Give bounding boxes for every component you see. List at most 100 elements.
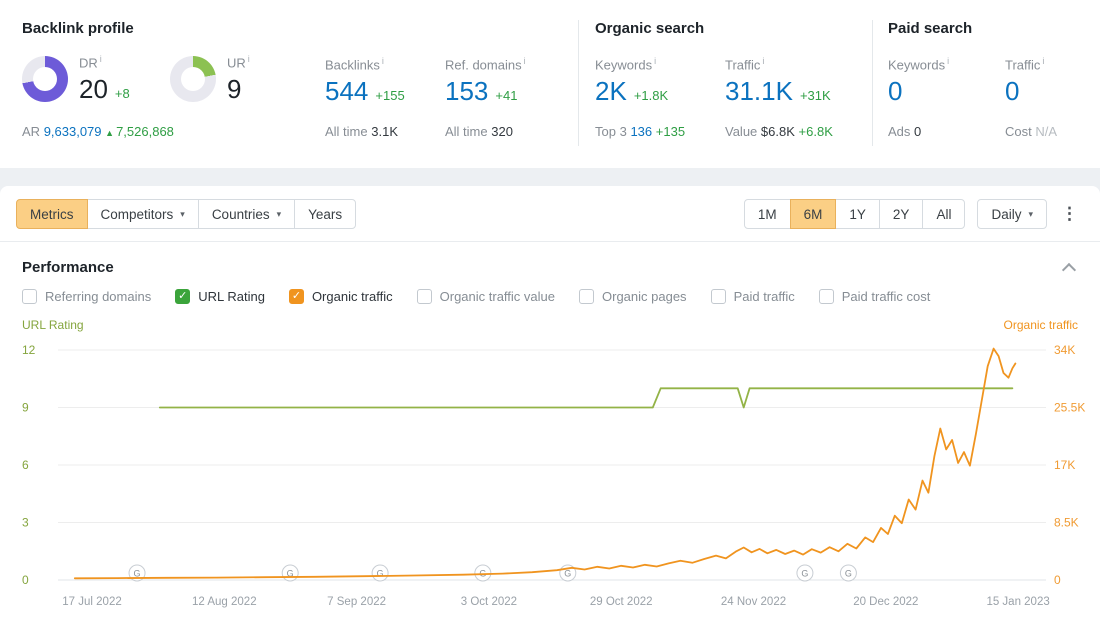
granularity-dropdown[interactable]: Daily ▾ bbox=[977, 199, 1047, 229]
left-axis-tick: 0 bbox=[22, 573, 29, 587]
ar-value[interactable]: 9,633,079 bbox=[43, 124, 102, 139]
right-axis-tick: 8.5K bbox=[1054, 516, 1079, 530]
info-icon[interactable]: i bbox=[1042, 56, 1045, 66]
info-icon[interactable]: i bbox=[523, 56, 526, 66]
x-axis-label: 24 Nov 2022 bbox=[721, 596, 786, 608]
ar-delta: 7,526,868 bbox=[116, 124, 174, 139]
chevron-down-icon: ▾ bbox=[1028, 208, 1033, 219]
organic-traffic-value[interactable]: 31.1K bbox=[725, 76, 793, 107]
ref-domains-alltime-row: All time 320 bbox=[445, 124, 513, 139]
paid-traffic-value[interactable]: 0 bbox=[1005, 76, 1020, 107]
google-update-marker[interactable] bbox=[839, 564, 857, 582]
organic-traffic-metric: Traffic i 31.1K +31K bbox=[725, 56, 831, 105]
left-axis-tick: 9 bbox=[22, 401, 29, 415]
paid-keywords-label: Keywords i bbox=[888, 56, 950, 73]
google-update-label: G bbox=[287, 569, 294, 579]
x-axis-label: 3 Oct 2022 bbox=[461, 596, 517, 608]
organic-search-title: Organic search bbox=[595, 20, 705, 37]
legend-label: Organic traffic bbox=[311, 289, 393, 304]
checkbox-icon[interactable]: ✓ bbox=[175, 289, 191, 304]
tab-countries[interactable]: Countries ▾ bbox=[197, 199, 296, 229]
ahrefs-rank-row: AR 9,633,079 ▲ 7,526,868 bbox=[22, 124, 174, 139]
checkbox-icon[interactable] bbox=[818, 289, 834, 304]
legend-label: Paid traffic cost bbox=[841, 289, 931, 304]
right-axis-tick: 17K bbox=[1054, 458, 1075, 472]
google-update-marker[interactable] bbox=[371, 564, 389, 582]
ref-domains-metric: Ref. domains i 153 +41 bbox=[445, 56, 526, 105]
legend-organic-traffic-value[interactable]: Organic traffic value bbox=[416, 289, 555, 304]
paid-traffic-label: Traffic i bbox=[1005, 56, 1045, 73]
tab-years[interactable]: Years bbox=[294, 199, 357, 229]
organic-traffic-label: Traffic i bbox=[725, 56, 765, 73]
google-update-marker[interactable] bbox=[474, 564, 492, 582]
info-icon[interactable]: i bbox=[247, 54, 250, 64]
tab-metrics[interactable]: Metrics bbox=[16, 199, 88, 229]
info-icon[interactable]: i bbox=[762, 56, 765, 66]
performance-chart[interactable]: 0 0 3 8.5K 6 17K 9 25.5K 12 34K 17 Jul 2022 12 Aug … bbox=[0, 332, 1100, 632]
backlinks-label: Backlinks i bbox=[325, 56, 384, 73]
series-url-rating bbox=[158, 387, 1014, 409]
series-organic-traffic bbox=[73, 347, 1017, 580]
chevron-down-icon: ▾ bbox=[180, 208, 185, 219]
google-update-marker[interactable] bbox=[128, 564, 146, 582]
x-axis-label: 15 Jan 2023 bbox=[986, 596, 1049, 608]
section-divider bbox=[872, 20, 873, 146]
overview-panel: Metrics Competitors ▾ Countries ▾ Years 1M… bbox=[0, 186, 1100, 644]
google-update-label: G bbox=[377, 569, 384, 579]
checkbox-icon[interactable] bbox=[710, 289, 726, 304]
legend-organic-pages[interactable]: Organic pages bbox=[579, 289, 687, 304]
url-rating-block: UR i 9 bbox=[170, 54, 250, 103]
cost-row: Cost N/A bbox=[1005, 124, 1058, 139]
legend-url-rating[interactable]: ✓ URL Rating bbox=[175, 289, 265, 304]
checkbox-icon[interactable] bbox=[416, 289, 432, 304]
range-1m[interactable]: 1M bbox=[743, 199, 791, 229]
tab-competitors[interactable]: Competitors ▾ bbox=[86, 199, 199, 229]
x-axis-label: 7 Sep 2022 bbox=[327, 596, 386, 608]
organic-keywords-delta: +1.8K bbox=[633, 88, 669, 104]
more-options-icon[interactable]: ⋮ bbox=[1055, 199, 1084, 229]
organic-keywords-value[interactable]: 2K bbox=[595, 76, 627, 107]
performance-header: Performance bbox=[0, 242, 1100, 285]
left-axis-tick: 6 bbox=[22, 458, 29, 472]
ref-domains-value[interactable]: 153 bbox=[445, 76, 489, 107]
dr-label: DR i bbox=[79, 54, 102, 71]
right-axis-tick: 34K bbox=[1054, 343, 1075, 357]
checkbox-icon[interactable] bbox=[579, 289, 594, 304]
legend-organic-traffic[interactable]: ✓ Organic traffic bbox=[288, 289, 393, 304]
traffic-value-row: Value $6.8K +6.8K bbox=[725, 124, 833, 139]
range-2y[interactable]: 2Y bbox=[878, 199, 924, 229]
paid-traffic-metric: Traffic i 0 bbox=[1005, 56, 1044, 105]
legend-paid-traffic[interactable]: Paid traffic bbox=[710, 289, 795, 304]
right-axis-tick: 25.5K bbox=[1054, 401, 1085, 415]
info-icon[interactable]: i bbox=[947, 56, 950, 66]
checkbox-icon[interactable] bbox=[22, 289, 37, 304]
legend-label: Organic pages bbox=[602, 289, 687, 304]
backlinks-metric: Backlinks i 544 +155 bbox=[325, 56, 405, 105]
info-icon[interactable]: i bbox=[654, 56, 657, 66]
info-icon[interactable]: i bbox=[381, 56, 384, 66]
legend-label: Organic traffic value bbox=[439, 289, 555, 304]
performance-title: Performance bbox=[22, 259, 114, 276]
chevron-down-icon: ▾ bbox=[276, 208, 282, 219]
left-axis-tick: 3 bbox=[22, 516, 29, 530]
checkbox-icon[interactable]: ✓ bbox=[288, 289, 304, 304]
backlink-profile-title: Backlink profile bbox=[22, 20, 134, 37]
range-1y[interactable]: 1Y bbox=[835, 199, 880, 229]
info-icon[interactable]: i bbox=[99, 54, 102, 64]
x-axis-label: 29 Oct 2022 bbox=[590, 596, 653, 608]
google-update-label: G bbox=[564, 569, 571, 579]
paid-keywords-value[interactable]: 0 bbox=[888, 76, 903, 107]
google-update-marker[interactable] bbox=[796, 564, 814, 582]
axis-labels-row: URL Rating Organic traffic bbox=[0, 314, 1100, 332]
chart-toolbar: Metrics Competitors ▾ Countries ▾ Years 1M… bbox=[0, 186, 1100, 242]
legend-paid-traffic-cost[interactable]: Paid traffic cost bbox=[818, 289, 931, 304]
right-axis-tick: 0 bbox=[1054, 573, 1061, 587]
range-all[interactable]: All bbox=[922, 199, 966, 229]
top3-row: Top 3 136 +135 bbox=[595, 124, 686, 139]
backlinks-value[interactable]: 544 bbox=[325, 76, 369, 107]
range-6m[interactable]: 6M bbox=[789, 199, 837, 229]
paid-keywords-metric: Keywords i 0 bbox=[888, 56, 949, 105]
collapse-chevron-icon[interactable] bbox=[1061, 262, 1077, 278]
organic-keywords-metric: Keywords i 2K +1.8K bbox=[595, 56, 668, 105]
legend-referring-domains[interactable]: Referring domains bbox=[22, 289, 151, 304]
